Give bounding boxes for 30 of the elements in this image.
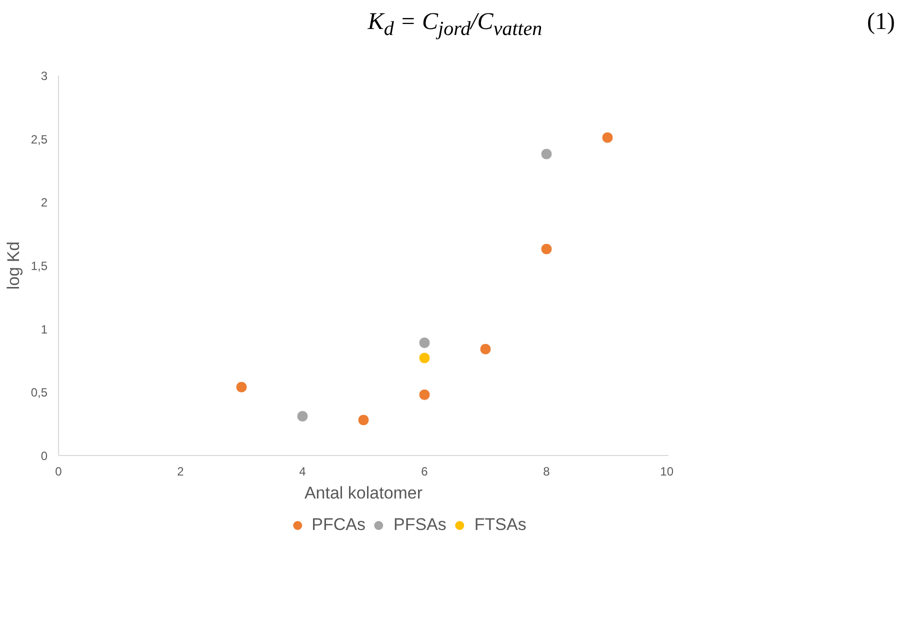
y-tick-label: 2 <box>40 196 48 210</box>
y-tick-label: 2,5 <box>30 132 48 146</box>
y-tick-label: 0 <box>40 449 48 463</box>
y-tick-label: 3 <box>40 69 48 83</box>
point <box>296 410 308 422</box>
y-tick-label: 0,5 <box>30 386 48 400</box>
point <box>358 414 370 426</box>
point <box>418 352 430 364</box>
x-tick-label: 6 <box>421 464 428 478</box>
legend-label: PFSAs <box>393 515 446 535</box>
point <box>418 337 430 349</box>
point <box>540 148 552 160</box>
x-axis-title: Antal kolatomer <box>304 484 423 502</box>
point <box>418 388 430 400</box>
point <box>236 381 248 393</box>
point <box>540 243 552 255</box>
point <box>602 132 614 144</box>
x-tick-label: 0 <box>55 464 62 478</box>
y-tick-label: 1,5 <box>30 259 48 273</box>
y-axis-title: log Kd <box>4 241 23 290</box>
x-tick-label: 2 <box>177 464 184 478</box>
point <box>480 343 492 355</box>
text: (1) <box>867 8 895 37</box>
text: K$_{d}$ = C$_{jord}$/C$_{vatten}$ <box>368 9 542 40</box>
legend-label: FTSAs <box>474 515 526 535</box>
x-tick-label: 8 <box>543 464 550 478</box>
x-tick-label: 4 <box>299 464 306 478</box>
y-tick-label: 1 <box>40 322 48 336</box>
x-tick-label: 10 <box>660 464 674 478</box>
legend-label: PFCAs <box>312 515 366 535</box>
